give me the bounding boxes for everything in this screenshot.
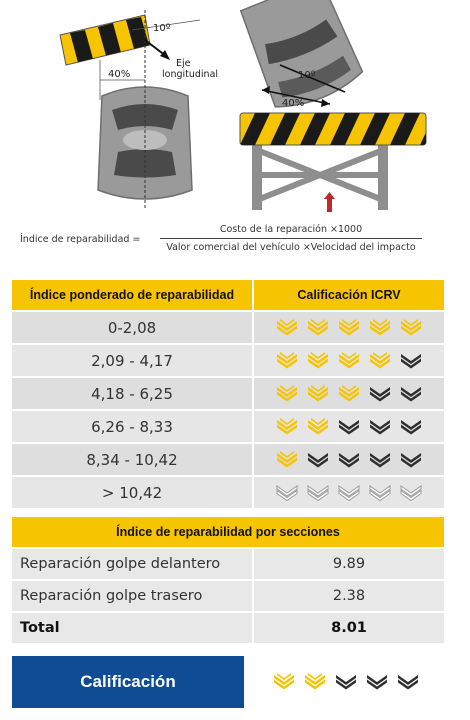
rating-row: 4,18 - 6,25 bbox=[12, 378, 444, 409]
rating-chevron-filled-icon bbox=[277, 417, 297, 434]
rating-chevron-dark-icon bbox=[398, 675, 418, 690]
section-value: 2.38 bbox=[252, 581, 444, 611]
rating-chevron-filled-icon bbox=[370, 318, 390, 335]
formula-lhs: Índice de reparabilidad = bbox=[20, 234, 141, 245]
rating-chevron-empty-icon bbox=[307, 484, 329, 501]
rating-chevron-filled-icon bbox=[370, 351, 390, 368]
final-rating: Calificación bbox=[12, 656, 444, 708]
rating-chevron-filled-icon bbox=[277, 384, 297, 401]
axis-label-line1: Eje bbox=[176, 58, 191, 69]
rating-range: 0-2,08 bbox=[12, 312, 252, 343]
rating-chevron-filled-icon bbox=[277, 318, 297, 335]
final-rating-label: Calificación bbox=[12, 656, 244, 708]
sections-header: Índice de reparabilidad por secciones bbox=[12, 517, 444, 547]
right-car bbox=[239, 0, 364, 108]
rating-row: 0-2,08 bbox=[12, 312, 444, 343]
rating-chevron-filled-icon bbox=[339, 318, 359, 335]
rating-range: 6,26 - 8,33 bbox=[12, 411, 252, 442]
rating-chevron-dark-icon bbox=[370, 452, 390, 467]
rating-chevron-filled-icon bbox=[277, 450, 297, 467]
sections-table: Índice de reparabilidad por secciones Re… bbox=[12, 517, 444, 643]
axis-label-line2: longitudinal bbox=[162, 69, 218, 80]
header-icrv-rating: Calificación ICRV bbox=[297, 288, 401, 302]
rating-icons bbox=[254, 378, 444, 409]
rating-chevron-filled-icon bbox=[308, 384, 328, 401]
overlap-label-right: 40% bbox=[282, 98, 304, 109]
rating-table-header: Índice ponderado de reparabilidad Califi… bbox=[12, 280, 444, 310]
angle-label-right: 10º bbox=[298, 70, 316, 81]
rating-row: 8,34 - 10,42 bbox=[12, 444, 444, 475]
rating-chevron-filled-icon bbox=[401, 318, 421, 335]
rating-chevron-dark-icon bbox=[401, 419, 421, 434]
rating-chevron-empty-icon bbox=[338, 484, 360, 501]
rating-chevron-dark-icon bbox=[401, 452, 421, 467]
section-value: 9.89 bbox=[252, 549, 444, 579]
formula-numerator: Costo de la reparación ×1000 bbox=[219, 224, 363, 235]
rating-chevron-dark-icon bbox=[401, 353, 421, 368]
rating-icons bbox=[254, 345, 444, 376]
rating-row: 2,09 - 4,17 bbox=[12, 345, 444, 376]
rating-chevron-empty-icon bbox=[276, 484, 298, 501]
rating-row: 6,26 - 8,33 bbox=[12, 411, 444, 442]
rating-icons bbox=[254, 312, 444, 343]
rating-range: 8,34 - 10,42 bbox=[12, 444, 252, 475]
rating-range: 2,09 - 4,17 bbox=[12, 345, 252, 376]
header-weighted-index: Índice ponderado de reparabilidad bbox=[12, 280, 254, 310]
formula-divider bbox=[160, 238, 422, 239]
rating-chevron-filled-icon bbox=[339, 351, 359, 368]
rating-chevron-dark-icon bbox=[308, 452, 328, 467]
angle-label-left: 10º bbox=[153, 23, 171, 34]
rating-chevron-dark-icon bbox=[367, 675, 387, 690]
left-barrier bbox=[59, 14, 151, 66]
rating-chevron-empty-icon bbox=[400, 484, 422, 501]
rating-chevron-empty-icon bbox=[369, 484, 391, 501]
reparability-formula: Índice de reparabilidad = Costo de la re… bbox=[0, 222, 470, 262]
rating-chevron-dark-icon bbox=[370, 419, 390, 434]
rating-chevron-filled-icon bbox=[274, 673, 294, 690]
total-label: Total bbox=[20, 620, 60, 636]
rating-chevron-filled-icon bbox=[339, 384, 359, 401]
rating-chevron-filled-icon bbox=[305, 673, 325, 690]
final-rating-icons bbox=[248, 656, 444, 708]
rating-chevron-filled-icon bbox=[308, 318, 328, 335]
rating-icons bbox=[254, 444, 444, 475]
rating-chevron-dark-icon bbox=[339, 452, 359, 467]
rating-row: > 10,42 bbox=[12, 477, 444, 508]
section-label: Reparación golpe trasero bbox=[20, 588, 203, 604]
section-row-rear: Reparación golpe trasero 2.38 bbox=[12, 581, 444, 611]
rating-icons bbox=[254, 411, 444, 442]
formula-denominator: Valor comercial del vehículo ×Velocidad … bbox=[166, 242, 416, 253]
rating-rows: 0-2,08 2,09 - 4,17 4,18 - 6,25 6,26 - 8,33 8… bbox=[12, 312, 444, 508]
right-barrier bbox=[239, 112, 427, 212]
section-row-total: Total 8.01 bbox=[12, 613, 444, 643]
section-label: Reparación golpe delantero bbox=[20, 556, 221, 572]
rating-range: 4,18 - 6,25 bbox=[12, 378, 252, 409]
rating-chevron-filled-icon bbox=[308, 351, 328, 368]
section-row-front: Reparación golpe delantero 9.89 bbox=[12, 549, 444, 579]
rating-chevron-dark-icon bbox=[370, 386, 390, 401]
rating-icons bbox=[254, 477, 444, 508]
rating-chevron-filled-icon bbox=[277, 351, 297, 368]
rating-table: Índice ponderado de reparabilidad Califi… bbox=[12, 280, 444, 508]
rating-chevron-dark-icon bbox=[339, 419, 359, 434]
overlap-label-left: 40% bbox=[108, 69, 130, 80]
rating-chevron-filled-icon bbox=[308, 417, 328, 434]
rating-range: > 10,42 bbox=[12, 477, 252, 508]
rating-chevron-dark-icon bbox=[336, 675, 356, 690]
total-value: 8.01 bbox=[252, 613, 444, 643]
crash-test-illustration: 10º Eje longitudinal 40% 10º 40% bbox=[59, 0, 427, 212]
rating-chevron-dark-icon bbox=[401, 386, 421, 401]
